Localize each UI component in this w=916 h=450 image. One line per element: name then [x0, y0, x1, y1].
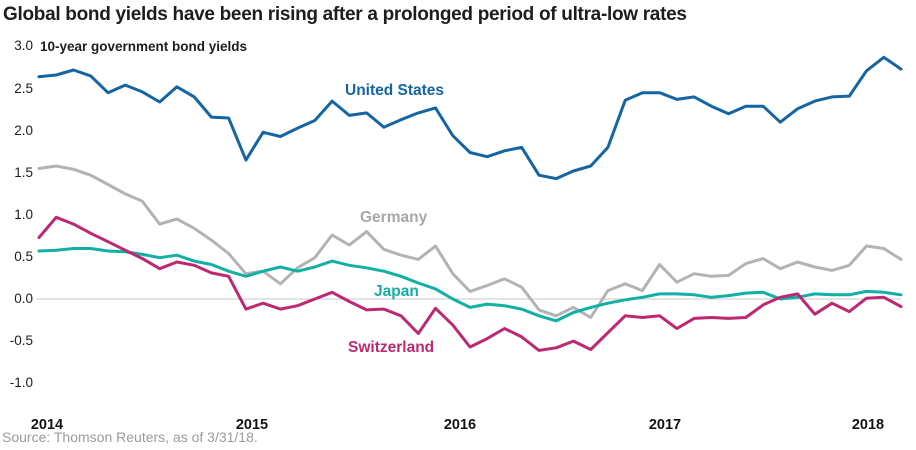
line-germany	[37, 164, 903, 319]
source-note: Source: Thomson Reuters, as of 3/31/18.	[2, 429, 258, 445]
series-label-switzerland: Switzerland	[348, 339, 435, 356]
series-label-japan: Japan	[374, 283, 419, 300]
line-switzerland	[37, 215, 903, 352]
y-tick-label: 1.0	[14, 206, 33, 222]
line-united-states	[37, 55, 903, 181]
series-label-united-states: United States	[345, 82, 445, 99]
x-tick-label-2017: 2017	[648, 417, 682, 433]
y-tick-label: 2.5	[14, 80, 33, 96]
x-tick-label-2018: 2018	[851, 417, 885, 433]
line-japan	[37, 247, 903, 323]
y-tick-label: -1.0	[9, 375, 33, 391]
chart-subtitle: 10-year government bond yields	[40, 39, 248, 54]
y-tick-label: 1.5	[14, 164, 33, 180]
y-tick-label: 3.0	[14, 38, 33, 54]
y-tick-label: 0.5	[14, 248, 33, 264]
y-tick-label: 2.0	[14, 122, 33, 138]
x-tick-label-2014: 2014	[30, 417, 64, 433]
series-label-germany: Germany	[360, 209, 428, 226]
chart-title: Global bond yields have been rising afte…	[3, 4, 687, 25]
y-tick-label: 0.0	[14, 291, 33, 306]
y-tick-label: -0.5	[9, 333, 33, 349]
x-tick-label-2016: 2016	[443, 417, 477, 433]
x-tick-label-2015: 2015	[235, 417, 269, 433]
